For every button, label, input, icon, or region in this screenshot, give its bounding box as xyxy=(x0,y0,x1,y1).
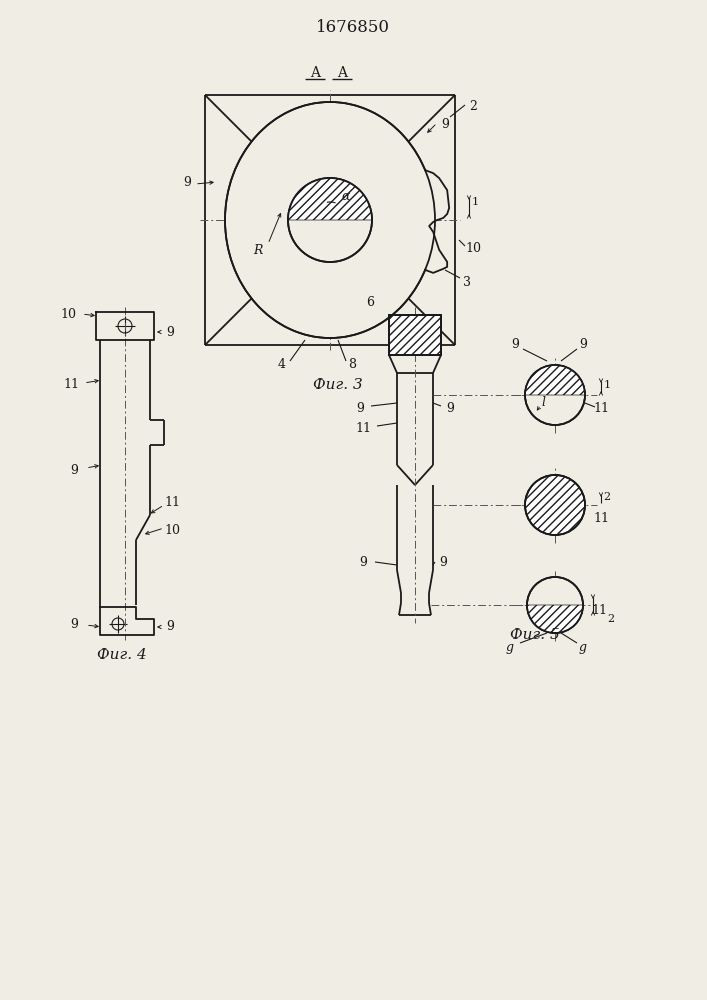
Text: 9: 9 xyxy=(70,618,78,632)
Text: 4: 4 xyxy=(278,359,286,371)
Text: 10: 10 xyxy=(465,241,481,254)
Text: 9: 9 xyxy=(166,326,174,338)
Text: 1: 1 xyxy=(604,380,611,390)
Text: R: R xyxy=(253,243,263,256)
Text: 10: 10 xyxy=(60,308,76,320)
Text: 11: 11 xyxy=(593,402,609,416)
Text: 9: 9 xyxy=(441,118,449,131)
Text: A: A xyxy=(337,66,347,80)
Wedge shape xyxy=(525,365,585,395)
Text: α: α xyxy=(341,190,350,202)
Text: 9: 9 xyxy=(446,401,454,414)
Text: 2: 2 xyxy=(607,614,614,624)
Bar xyxy=(389,315,441,355)
Bar xyxy=(389,315,441,355)
Text: 1676850: 1676850 xyxy=(316,19,390,36)
Circle shape xyxy=(288,178,372,262)
Circle shape xyxy=(525,475,585,535)
Text: g: g xyxy=(506,641,514,654)
Text: 9: 9 xyxy=(579,338,587,352)
Text: 11: 11 xyxy=(593,512,609,526)
Text: Фиг. 3: Фиг. 3 xyxy=(313,378,363,392)
Text: 9: 9 xyxy=(70,464,78,477)
Text: 11: 11 xyxy=(164,496,180,510)
Text: A: A xyxy=(310,66,320,80)
Text: 6: 6 xyxy=(366,296,374,310)
Text: 9: 9 xyxy=(439,556,447,568)
Ellipse shape xyxy=(225,102,435,338)
Circle shape xyxy=(527,577,583,633)
Text: 9: 9 xyxy=(166,620,174,634)
Text: 11: 11 xyxy=(355,422,371,434)
Text: Фиг. 5: Фиг. 5 xyxy=(510,628,560,642)
Text: 9: 9 xyxy=(511,338,519,352)
Text: 8: 8 xyxy=(348,359,356,371)
Text: 2: 2 xyxy=(469,101,477,113)
Text: 11: 11 xyxy=(63,378,79,391)
Text: 9: 9 xyxy=(183,176,191,188)
Text: 10: 10 xyxy=(164,524,180,536)
Text: 9: 9 xyxy=(359,556,367,568)
Wedge shape xyxy=(288,178,372,220)
Text: Фиг. 4: Фиг. 4 xyxy=(97,648,147,662)
Text: g: g xyxy=(579,641,587,654)
Text: 3: 3 xyxy=(463,275,471,288)
Text: 1: 1 xyxy=(472,197,479,207)
Text: 9: 9 xyxy=(356,401,364,414)
Bar xyxy=(389,315,441,355)
Text: l: l xyxy=(541,396,545,410)
Text: 11: 11 xyxy=(591,604,607,617)
Circle shape xyxy=(525,365,585,425)
Text: 2: 2 xyxy=(604,492,611,502)
Wedge shape xyxy=(527,605,583,633)
